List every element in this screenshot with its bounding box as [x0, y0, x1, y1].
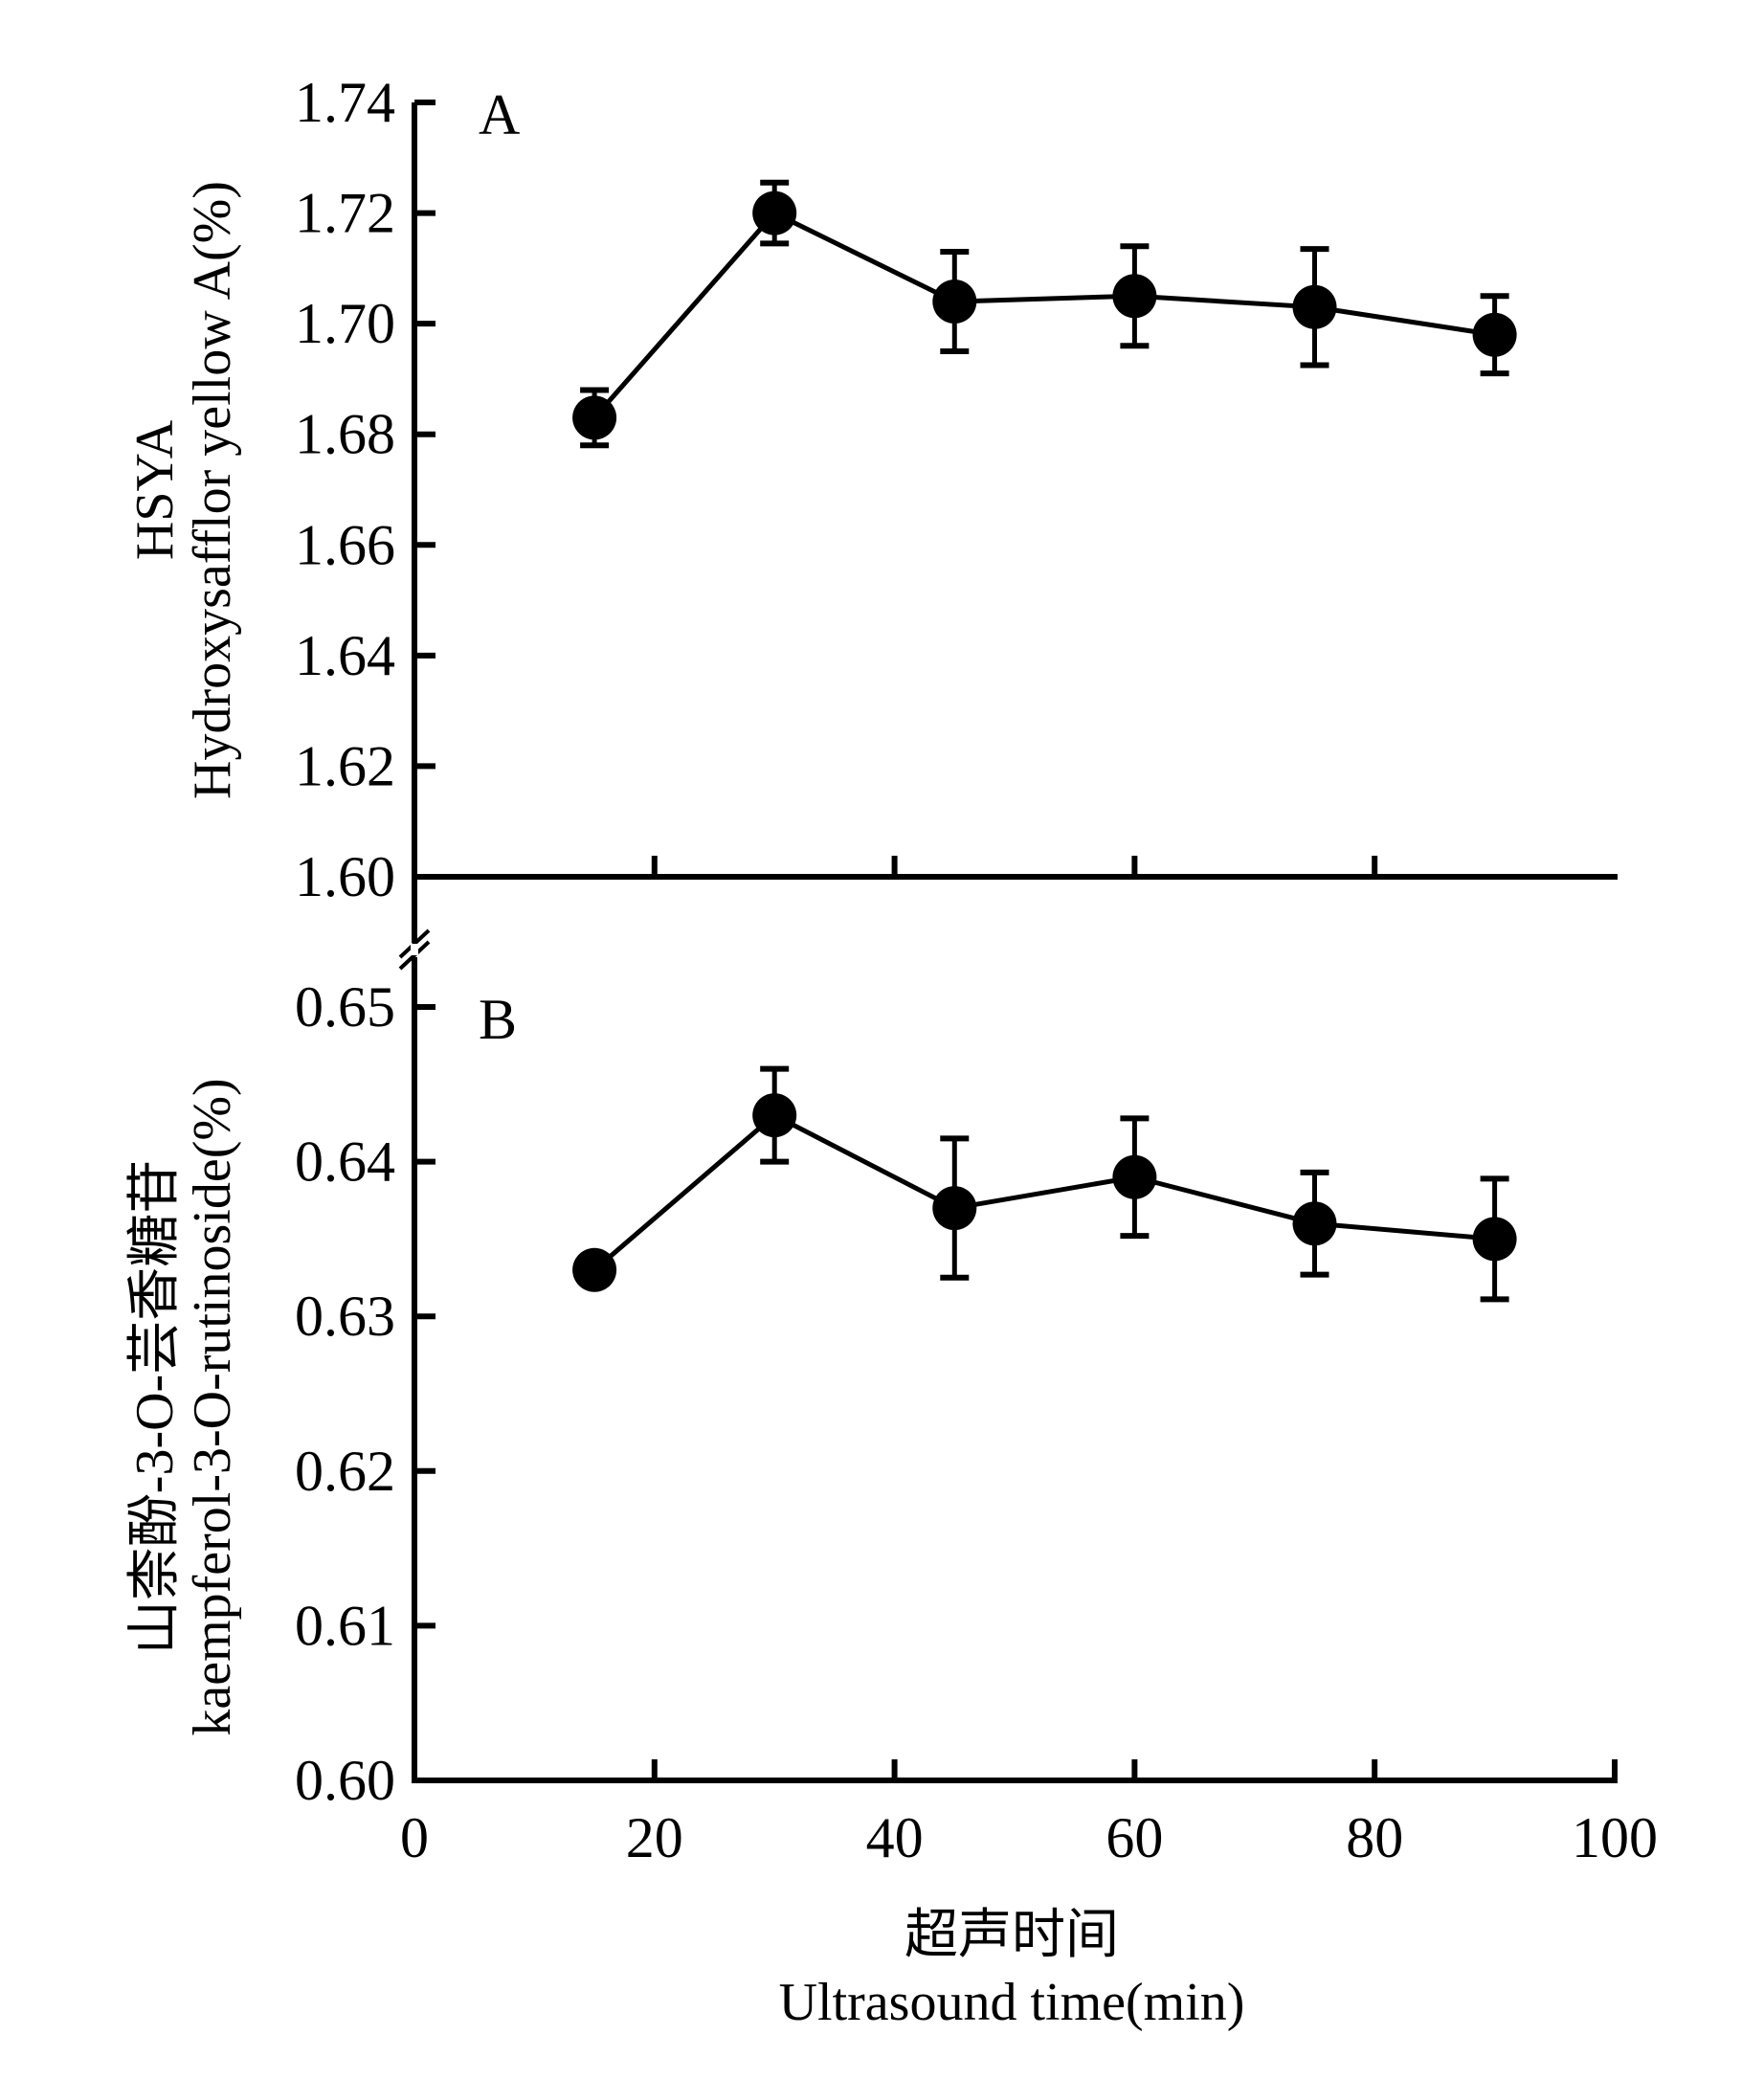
- panel-b-ytick-label: 0.61: [295, 1594, 395, 1657]
- panel-b-xtick-label: 60: [1105, 1806, 1163, 1869]
- panel-b-ytick-label: 0.65: [295, 975, 395, 1039]
- panel-b-ylabel-line1: 山柰酚-3-O-芸香糖苷: [125, 1160, 185, 1654]
- panel-b-series-line: [592, 1112, 1495, 1272]
- panel-a-data-point: [572, 395, 617, 440]
- panel-b-data-point: [1292, 1201, 1337, 1246]
- panel-a-ytick-label: 1.60: [295, 845, 395, 908]
- panel-a-ytick-label: 1.68: [295, 403, 395, 466]
- axis-break-gap: [411, 944, 418, 955]
- x-axis-title-line2: Ultrasound time(min): [779, 1973, 1245, 2032]
- panel-b-ytick-label: 0.62: [295, 1440, 395, 1503]
- panel-a-data-point: [1292, 284, 1337, 329]
- panel-a-ytick-label: 1.74: [295, 71, 395, 134]
- panel-b-ytick-label: 0.60: [295, 1749, 395, 1812]
- panel-a-data-point: [932, 280, 977, 324]
- panel-a-ylabel-line2: Hydroxysafflor yellow A(%): [183, 181, 242, 799]
- panel-a-ytick-label: 1.62: [295, 734, 395, 797]
- panel-a-series-line: [592, 210, 1495, 420]
- panel-b-data-point: [752, 1093, 797, 1138]
- panel-b-ylabel-line2: kaempferol-3-O-rutinoside(%): [183, 1078, 242, 1735]
- panel-b-xtick-label: 0: [400, 1806, 429, 1869]
- panel-a-data-point: [1112, 274, 1157, 319]
- panel-b-ytick-label: 0.63: [295, 1285, 395, 1348]
- panel-a-label: A: [479, 83, 520, 146]
- panel-b-data-point: [932, 1186, 977, 1231]
- panel-a-ylabel-line1: HSYA: [125, 419, 185, 560]
- panel-a-ytick-label: 1.72: [295, 182, 395, 245]
- panel-b-data-point: [572, 1247, 617, 1292]
- axis-break-marker: [398, 928, 431, 971]
- panel-b-xtick-label: 100: [1572, 1806, 1658, 1869]
- panel-b-xtick-label: 80: [1346, 1806, 1403, 1869]
- panel-a: 1.60 1.62 1.64 1.66 1.68 1.70 1.72 1.74: [295, 71, 1618, 943]
- panel-a-data-point: [1472, 312, 1517, 357]
- panel-b-data-point: [1112, 1154, 1157, 1199]
- panel-a-ytick-label: 1.64: [295, 624, 395, 687]
- panel-b-ytick-label: 0.64: [295, 1130, 395, 1194]
- panel-b-data-point: [1472, 1217, 1517, 1262]
- panel-b-label: B: [479, 988, 517, 1051]
- panel-b-xtick-label: 20: [626, 1806, 683, 1869]
- panel-b: 0.60 0.61 0.62 0.63 0.64 0.65 0 20 40 60 80 100: [295, 957, 1658, 1869]
- panel-a-ytick-label: 1.66: [295, 513, 395, 576]
- panel-b-xtick-label: 40: [866, 1806, 924, 1869]
- panel-a-data-point: [752, 190, 797, 235]
- x-axis-title-line1: 超声时间: [904, 1906, 1119, 1965]
- panel-a-ytick-label: 1.70: [295, 292, 395, 355]
